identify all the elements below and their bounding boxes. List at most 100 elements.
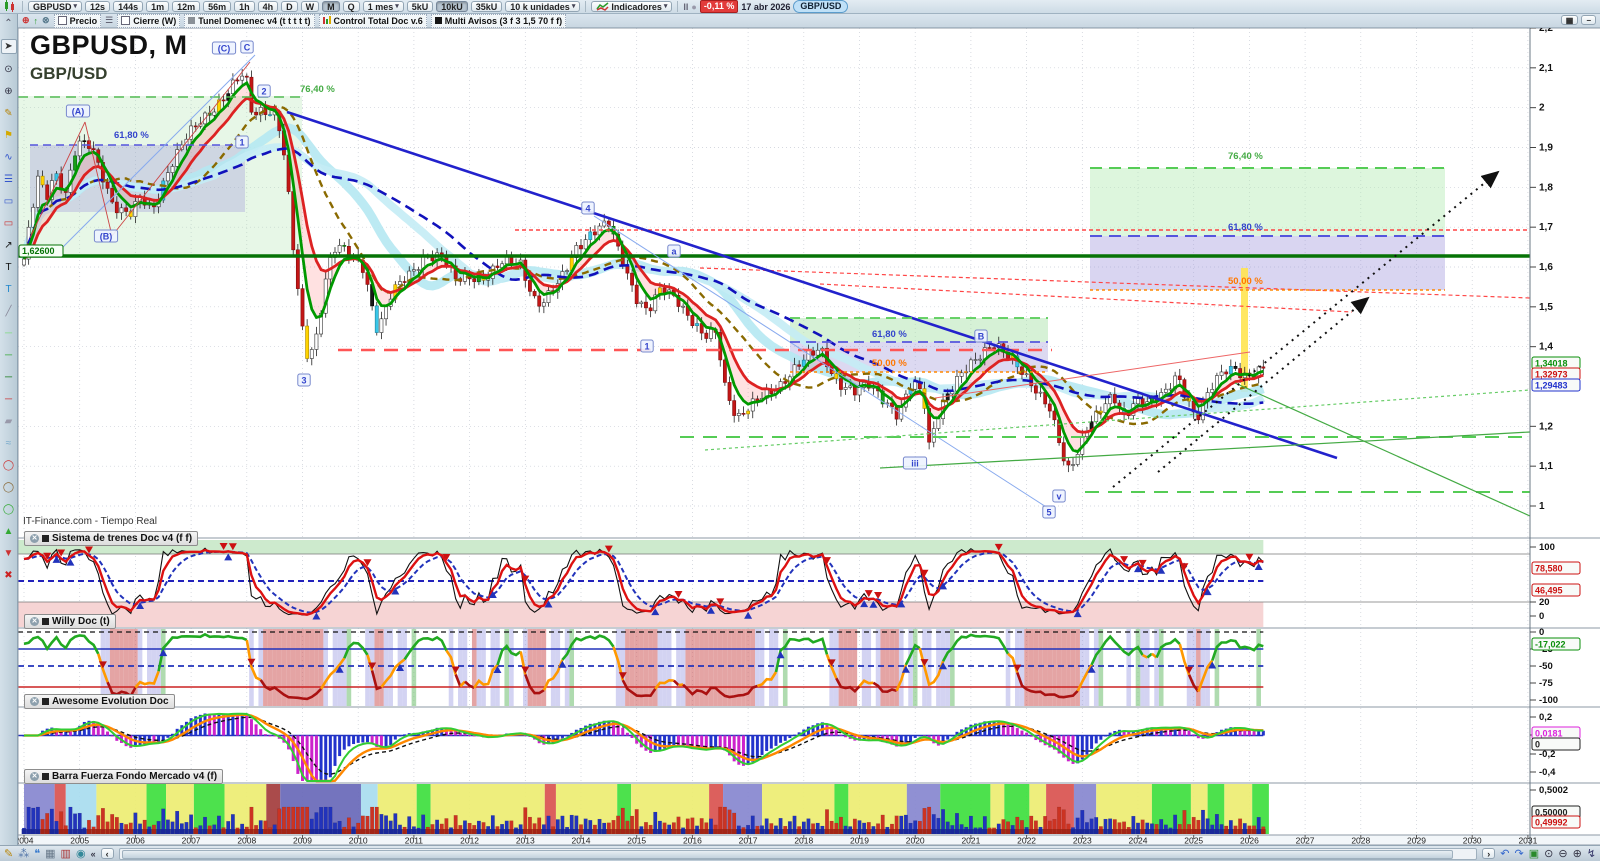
trend-arrow-tool[interactable]: ↗ xyxy=(4,240,13,251)
eraser-tool[interactable]: ▰ xyxy=(4,416,13,427)
drawing-toolbar: ⌃ ➤ ⊙ ⊕ ✎ ⚑ ∿ ☰ ▭ ▭ ↗ T T ╱ ─ ─ ─ ─ ▰ ≈ ◯ ◯ ◯ ▲ ▼ ✖ xyxy=(0,14,18,845)
timeframe-button-144s[interactable]: 144s xyxy=(113,1,144,12)
zoom-in-icon[interactable]: ⊕ xyxy=(1572,847,1582,860)
ellipse-brown-tool[interactable]: ◯ xyxy=(2,482,15,493)
list-icon[interactable]: ☰ xyxy=(105,15,114,25)
period-dropdown[interactable]: 1 mes ▾ xyxy=(362,1,404,12)
close-icon[interactable]: ✕ xyxy=(30,772,39,781)
svg-text:a: a xyxy=(671,247,677,257)
svg-text:0,5002: 0,5002 xyxy=(1539,785,1568,796)
unit-button-35kU[interactable]: 35kU xyxy=(470,1,503,12)
pause-icon[interactable]: II xyxy=(683,1,689,12)
delete-tool[interactable]: ✖ xyxy=(4,570,13,581)
status-bar: ✎ ⁂ ❝ ▦ ▥ ◉ « ‹ › ↶ ↷ ▣ ⊙ ⊖ ⊕ ↯ xyxy=(0,845,1600,861)
unit-button-5kU[interactable]: 5kU xyxy=(406,1,434,12)
record-icon[interactable]: ● xyxy=(691,1,697,12)
add-alert-icon[interactable]: ⊕ xyxy=(22,15,30,25)
chart-subtitle: GBP/USD xyxy=(30,64,108,83)
signal-up-tool[interactable]: ▲ xyxy=(3,526,14,537)
draw-pencil-icon[interactable]: ✎ xyxy=(4,847,14,860)
zoom-range-icon[interactable]: ⊙ xyxy=(1544,847,1554,860)
unit-button-10kU[interactable]: 10kU xyxy=(436,1,468,12)
symbol-dropdown[interactable]: GBPUSD ▾ xyxy=(28,1,83,12)
overlay-label: Precio xyxy=(69,15,98,26)
timeframe-button-4h[interactable]: 4h xyxy=(257,1,279,12)
alert-edit-tool[interactable]: ✎ xyxy=(4,108,13,119)
cursor-tool[interactable]: ➤ xyxy=(0,39,17,54)
ellipse-green-tool[interactable]: ◯ xyxy=(2,504,15,515)
svg-text:1,1: 1,1 xyxy=(1539,461,1553,472)
overlay-item-3[interactable]: Control Total Doc v.6 xyxy=(318,13,427,28)
hline-dark-green-tool[interactable]: ─ xyxy=(4,372,13,383)
redo-icon[interactable]: ↷ xyxy=(1514,847,1524,860)
panel-tab-barra[interactable]: ✕ Barra Fuerza Fondo Mercado v4 (f) xyxy=(24,769,224,784)
rect-blue-tool[interactable]: ▭ xyxy=(3,196,14,207)
undo-icon[interactable]: ↶ xyxy=(1500,847,1510,860)
timeframe-button-1m[interactable]: 1m xyxy=(146,1,170,12)
svg-text:0,0181: 0,0181 xyxy=(1535,729,1563,739)
panel-tab-sistema[interactable]: ✕ Sistema de trenes Doc v4 (f f) xyxy=(24,531,199,546)
collapse-toolbar-button[interactable]: « xyxy=(90,848,96,859)
close-icon[interactable]: ✕ xyxy=(30,617,39,626)
signal-down-tool[interactable]: ▼ xyxy=(3,548,14,559)
timeframe-button-56m[interactable]: 56m xyxy=(203,1,232,12)
close-icon[interactable]: ✕ xyxy=(30,534,39,543)
overlay-item-1[interactable]: Cierre (W) xyxy=(117,13,181,28)
polyline-tool[interactable]: ∿ xyxy=(4,152,13,163)
scroll-left-button[interactable]: ‹ xyxy=(100,848,114,859)
zoom-out-icon[interactable]: ⊖ xyxy=(1558,847,1568,860)
remove-alert-icon[interactable]: ⊗ xyxy=(42,15,50,25)
timeframe-button-W[interactable]: W xyxy=(300,1,320,12)
scroll-right-button[interactable]: › xyxy=(1482,848,1496,859)
timeframe-button-D[interactable]: D xyxy=(281,1,298,12)
overlay-item-0[interactable]: Precio xyxy=(53,13,102,28)
symbol-badge: GBP/USD xyxy=(793,0,849,13)
scrollbar-thumb[interactable] xyxy=(121,849,1454,859)
indicators-button[interactable]: Indicadores ▾ xyxy=(591,1,673,12)
svg-text:2030: 2030 xyxy=(1463,836,1482,846)
timeframe-button-1h[interactable]: 1h xyxy=(234,1,255,12)
indicator-list-icon[interactable]: ▥ xyxy=(60,847,71,860)
collapse-panel-button[interactable]: − xyxy=(1581,15,1596,25)
svg-text:4: 4 xyxy=(585,204,590,214)
segment-tool[interactable]: ╱ xyxy=(5,306,12,317)
timeframe-button-Q[interactable]: Q xyxy=(342,1,360,12)
panel-tab-awesome[interactable]: ✕ Awesome Evolution Doc xyxy=(24,694,175,709)
stream-icon[interactable]: ↯ xyxy=(1586,847,1596,860)
callout-tool[interactable]: T xyxy=(5,284,12,295)
svg-text:2021: 2021 xyxy=(961,836,980,846)
alert-tool[interactable]: ⚑ xyxy=(4,130,13,141)
text-tool[interactable]: T xyxy=(5,262,12,273)
zoom-area-tool[interactable]: ⊕ xyxy=(4,86,13,97)
zoom-tool[interactable]: ⊙ xyxy=(4,64,13,75)
svg-text:78,580: 78,580 xyxy=(1535,564,1563,574)
camera-icon[interactable]: ◉ xyxy=(75,847,86,860)
hline-red-tool[interactable]: ─ xyxy=(4,394,13,405)
timeframe-button-12s[interactable]: 12s xyxy=(85,1,111,12)
timeframe-button-M[interactable]: M xyxy=(322,1,340,12)
fib-levels-tool[interactable]: ☰ xyxy=(4,174,13,185)
grid-toggle-button[interactable]: ▦ xyxy=(1560,15,1579,25)
indicator-preview-tool[interactable]: ≈ xyxy=(5,438,12,449)
snapshot-icon[interactable]: ▦ xyxy=(45,847,56,860)
timeframe-button-12m[interactable]: 12m xyxy=(172,1,201,12)
hline-light-green-tool[interactable]: ─ xyxy=(4,328,13,339)
units-dropdown[interactable]: 10 k unidades ▾ xyxy=(505,1,581,12)
checkbox-icon[interactable] xyxy=(57,16,67,25)
panel-tab-willy[interactable]: ✕ Willy Doc (t) xyxy=(24,614,116,629)
scroll-up-tool[interactable]: ⌃ xyxy=(4,18,13,29)
fit-chart-icon[interactable]: ▣ xyxy=(1528,847,1540,860)
checkbox-icon[interactable] xyxy=(121,16,131,25)
comments-icon[interactable]: ❝ xyxy=(34,847,41,860)
hline-green-tool[interactable]: ─ xyxy=(4,350,13,361)
close-icon[interactable]: ✕ xyxy=(30,697,39,706)
overlay-item-2[interactable]: Tunel Domenec v4 (t t t t t) xyxy=(184,13,315,28)
share-icon[interactable]: ⁂ xyxy=(18,847,30,860)
ellipse-red-tool[interactable]: ◯ xyxy=(2,460,15,471)
overlay-item-4[interactable]: Multi Avisos (3 f 3 1,5 70 f f) xyxy=(430,13,567,28)
up-alert-icon[interactable]: ↑ xyxy=(33,15,39,26)
horizontal-scrollbar[interactable] xyxy=(118,847,1478,860)
rect-red-tool[interactable]: ▭ xyxy=(3,218,14,229)
